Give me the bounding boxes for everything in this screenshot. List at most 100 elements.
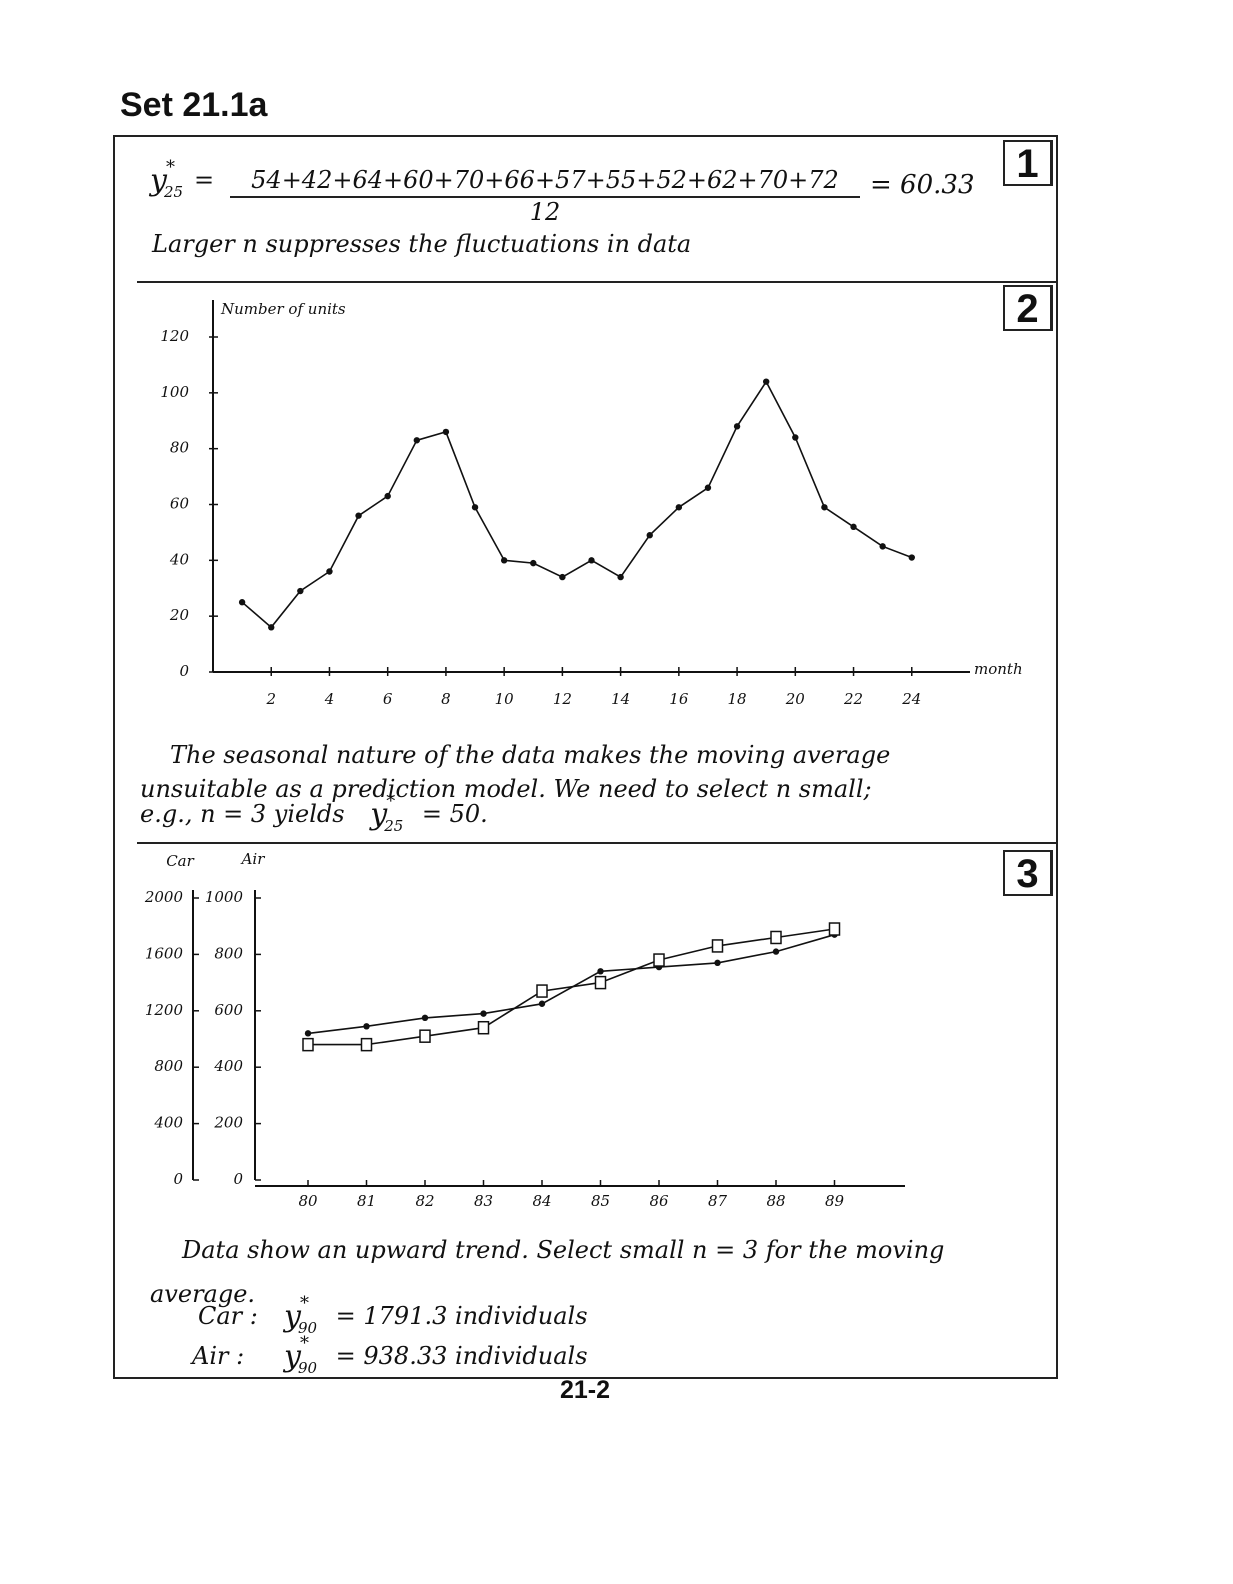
symbol-sup: *: [300, 1332, 309, 1354]
x-tick-label: 83: [474, 1192, 493, 1210]
y-tick-label: 80: [170, 439, 190, 457]
data-line: [307, 933, 835, 1035]
symbol-sub: 90: [298, 1358, 318, 1377]
symbol-base: y: [150, 162, 167, 198]
marker: [500, 557, 508, 564]
marker: [530, 559, 537, 567]
y-tick-label: 400: [153, 1114, 183, 1132]
x-tick-label: 85: [591, 1192, 610, 1210]
marker: [714, 959, 721, 967]
marker: [772, 948, 780, 955]
example-rhs: = 50.: [421, 800, 488, 828]
marker: [850, 523, 857, 531]
marker: [828, 922, 841, 936]
symbol: y * 90: [284, 1333, 328, 1377]
symbol-sub: 25: [164, 182, 184, 201]
marker: [302, 1037, 314, 1052]
y-tick-label: 1200: [145, 1001, 184, 1019]
example-prefix: e.g., n = 3 yields: [140, 800, 345, 828]
marker: [477, 1020, 490, 1035]
x-tick-label: 2: [265, 690, 276, 708]
marker: [355, 512, 362, 519]
y-tick-label: 60: [170, 495, 190, 513]
x-tick-label: 80: [298, 1192, 318, 1210]
marker: [588, 557, 595, 564]
marker: [268, 624, 275, 631]
symbol: y * 25: [370, 791, 414, 835]
marker: [879, 543, 886, 550]
x-axis-label: month: [974, 660, 1023, 678]
marker: [419, 1029, 431, 1043]
marker: [617, 573, 624, 581]
formula-lhs: y * 25 =: [150, 157, 214, 201]
x-tick-label: 10: [495, 690, 515, 708]
marker: [413, 437, 421, 444]
marker: [594, 975, 607, 990]
y2-axis-label: Air: [240, 850, 266, 868]
marker: [733, 423, 741, 430]
x-tick-label: 14: [611, 690, 630, 708]
marker: [559, 573, 566, 581]
marker: [471, 504, 479, 511]
symbol: y * 25: [150, 157, 194, 201]
marker: [538, 1000, 546, 1007]
x-tick-label: 87: [708, 1192, 728, 1210]
symbol-sup: *: [300, 1292, 309, 1314]
problem-number: 1: [1003, 140, 1053, 186]
section-divider: [137, 281, 1058, 283]
symbol-sub: 90: [298, 1318, 318, 1337]
problem-number: 2: [1003, 285, 1053, 331]
marker: [360, 1037, 373, 1052]
x-tick-label: 16: [669, 690, 689, 708]
y2-tick-label: 400: [213, 1057, 243, 1075]
answer-label: Air :: [192, 1342, 245, 1370]
answer-frame: [113, 135, 1058, 1379]
marker: [792, 434, 799, 441]
marker: [597, 968, 604, 975]
symbol-sup: *: [166, 156, 175, 178]
answer-value: = 1791.3 individuals: [335, 1302, 588, 1330]
marker: [421, 1014, 429, 1022]
marker: [536, 984, 548, 998]
x-tick-label: 88: [766, 1192, 785, 1210]
marker: [646, 532, 653, 539]
y2-tick-label: 1000: [205, 888, 244, 906]
example-line: e.g., n = 3 yields y * 25 = 50.: [140, 791, 488, 835]
marker: [704, 484, 712, 491]
marker: [770, 930, 782, 945]
marker: [653, 953, 665, 967]
x-tick-label: 81: [357, 1192, 376, 1210]
y-axis-label: Number of units: [220, 300, 346, 318]
symbol-sub: 25: [384, 816, 404, 835]
y-tick-label: 0: [179, 662, 189, 680]
answer-value: = 938.33 individuals: [335, 1342, 588, 1370]
problem-text: Larger n suppresses the fluctuations in …: [152, 230, 692, 258]
page-number: 21-2: [560, 1376, 611, 1404]
marker: [384, 492, 391, 500]
marker: [238, 599, 246, 606]
y-tick-label: 0: [173, 1170, 183, 1188]
symbol-sup: *: [386, 790, 396, 812]
marker: [821, 504, 828, 511]
answer-label: Car :: [198, 1302, 258, 1330]
x-tick-label: 4: [324, 690, 335, 708]
y2-tick-label: 0: [233, 1170, 243, 1188]
marker: [297, 587, 304, 595]
marker: [480, 1010, 487, 1017]
marker: [762, 378, 770, 385]
y-tick-label: 1600: [145, 944, 184, 962]
x-tick-label: 89: [825, 1192, 845, 1210]
section-divider: [137, 842, 1058, 844]
x-tick-label: 82: [415, 1192, 434, 1210]
x-tick-label: 18: [728, 690, 747, 708]
symbol-base: y: [284, 1298, 301, 1334]
x-tick-label: 22: [843, 690, 863, 708]
y2-tick-label: 600: [214, 1001, 243, 1019]
answer-line: Air : y * 90 = 938.33 individuals: [192, 1333, 588, 1377]
page-title: Set 21.1a: [120, 86, 268, 124]
y-tick-label: 100: [160, 383, 189, 401]
data-line: [241, 380, 913, 629]
